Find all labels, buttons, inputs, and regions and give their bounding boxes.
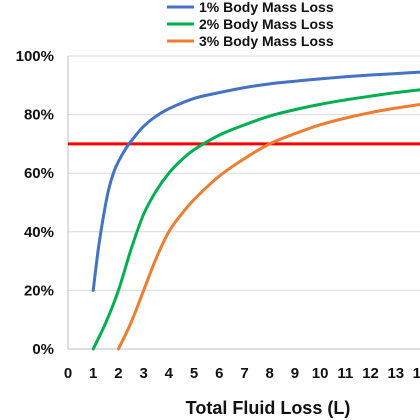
x-tick-label-14: 14	[413, 365, 420, 382]
legend-label-1: 1% Body Mass Loss	[199, 0, 334, 15]
x-tick-label-6: 6	[215, 365, 223, 382]
series-line-2	[91, 88, 420, 351]
x-tick-label-1: 1	[89, 365, 97, 382]
axes	[67, 56, 420, 350]
series-group	[91, 70, 420, 351]
y-tick-label-3: 60%	[24, 165, 54, 182]
x-tick-label-2: 2	[114, 365, 122, 382]
x-tick-label-0: 0	[64, 365, 72, 382]
x-tick-label-8: 8	[266, 365, 274, 382]
y-tick-label-1: 20%	[24, 282, 54, 299]
x-tick-label-5: 5	[190, 365, 198, 382]
y-tick-label-4: 80%	[24, 107, 54, 124]
y-tick-label-5: 100%	[16, 48, 54, 65]
x-tick-label-13: 13	[387, 365, 404, 382]
legend-label-3: 3% Body Mass Loss	[199, 33, 334, 49]
x-tick-labels: 01234567891011121314	[64, 365, 420, 382]
x-axis-title: Total Fluid Loss (L)	[186, 398, 351, 418]
x-tick-label-9: 9	[291, 365, 299, 382]
x-tick-label-12: 12	[362, 365, 379, 382]
x-tick-label-10: 10	[312, 365, 329, 382]
y-tick-label-0: 0%	[32, 341, 54, 358]
series-line-1	[91, 70, 420, 292]
x-tick-label-7: 7	[240, 365, 248, 382]
y-tick-label-2: 40%	[24, 224, 54, 241]
gridlines	[68, 55, 420, 291]
legend-label-2: 2% Body Mass Loss	[199, 16, 334, 32]
series-line-3	[116, 102, 420, 351]
x-tick-label-3: 3	[139, 365, 147, 382]
x-tick-label-4: 4	[165, 365, 174, 382]
x-tick-label-11: 11	[337, 365, 353, 382]
y-tick-labels: 0% 20% 40% 60% 80% 100%	[16, 48, 54, 358]
